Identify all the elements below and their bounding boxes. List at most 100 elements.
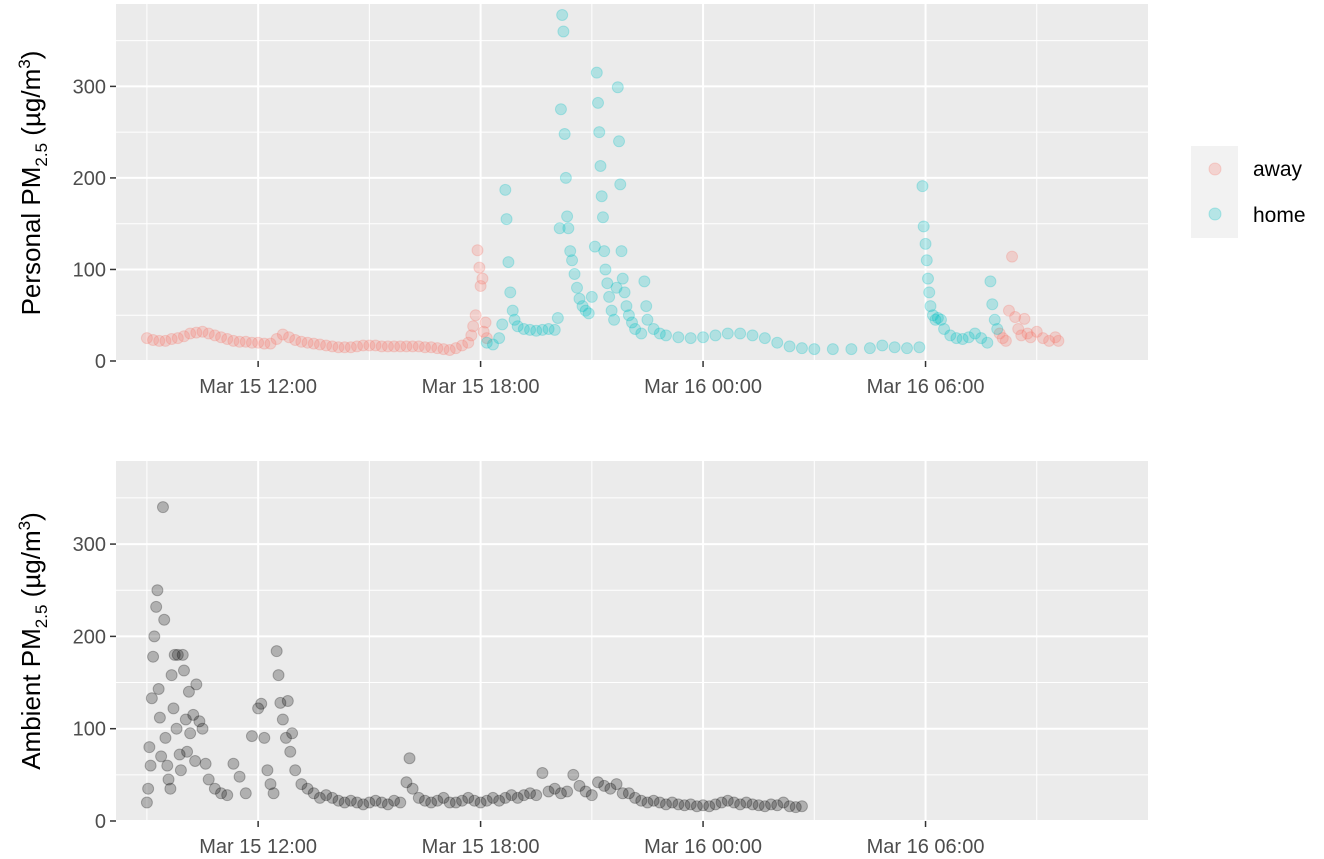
legend-key-home-point <box>1208 207 1222 221</box>
personal-point-away <box>1030 325 1043 338</box>
personal-point-away <box>147 333 160 346</box>
ambient-point-ambient <box>721 794 734 807</box>
ambient-point-ambient <box>462 791 475 804</box>
personal-point-away <box>449 342 462 355</box>
personal-point-home <box>601 277 614 290</box>
personal-point-home <box>599 263 612 276</box>
personal-y-tick-label: 200 <box>73 168 106 190</box>
personal-point-home <box>566 254 579 267</box>
personal-point-home <box>629 322 642 335</box>
personal-point-home <box>647 322 660 335</box>
personal-point-home <box>613 135 626 148</box>
personal-point-home <box>758 332 771 345</box>
ambient-point-ambient <box>629 791 642 804</box>
personal-point-away <box>215 331 228 344</box>
personal-point-away <box>1049 331 1062 344</box>
personal-point-home <box>888 341 901 354</box>
personal-point-home <box>524 323 537 336</box>
personal-point-away <box>320 339 333 352</box>
ambient-point-ambient <box>783 800 796 813</box>
personal-point-home <box>620 300 633 313</box>
ambient-point-ambient <box>307 787 320 800</box>
personal-point-home <box>975 332 988 345</box>
personal-point-away <box>406 340 419 353</box>
ambient-point-ambient <box>678 799 691 812</box>
personal-point-home <box>611 81 624 94</box>
ambient-point-ambient <box>703 800 716 813</box>
ambient-point-ambient <box>272 669 285 682</box>
ambient-point-ambient <box>604 782 617 795</box>
ambient-x-axis: Mar 15 12:00 Mar 15 18:00 Mar 16 00:00 Mar … <box>199 821 984 858</box>
ambient-y-title-superscript: 3 <box>15 521 34 530</box>
personal-point-away <box>1052 334 1065 347</box>
ambient-point-ambient <box>369 794 382 807</box>
legend-label-away: away <box>1253 158 1303 181</box>
ambient-point-ambient <box>221 789 234 802</box>
ambient-point-ambient <box>666 796 679 809</box>
ambient-point-ambient <box>179 713 192 726</box>
personal-point-home <box>590 66 603 79</box>
ambient-point-ambient <box>567 768 580 781</box>
personal-point-home <box>542 322 555 335</box>
personal-point-away <box>477 325 490 338</box>
personal-x-tick-label: Mar 15 18:00 <box>422 376 540 398</box>
personal-point-away <box>289 333 302 346</box>
personal-point-home <box>721 327 734 340</box>
ambient-point-ambient <box>400 776 413 789</box>
personal-point-home <box>991 322 1004 335</box>
ambient-point-ambient <box>159 731 172 744</box>
personal-point-home <box>496 318 509 331</box>
personal-point-home <box>593 126 606 139</box>
ambient-point-ambient <box>320 789 333 802</box>
personal-x-axis: Mar 15 12:00 Mar 15 18:00 Mar 16 00:00 Mar … <box>199 361 984 398</box>
personal-y-tick-label: 300 <box>73 76 106 98</box>
personal-point-home <box>808 343 821 356</box>
personal-point-home <box>576 300 589 313</box>
personal-point-home <box>944 329 957 342</box>
ambient-point-ambient <box>616 787 629 800</box>
ambient-point-ambient <box>394 796 407 809</box>
ambient-y-title-unit-open: (µg/m <box>16 530 46 604</box>
ambient-y-title-unit-close: ) <box>16 512 46 521</box>
ambient-point-ambient <box>189 755 202 767</box>
ambient-point-ambient <box>199 757 212 770</box>
ambient-x-tick-label: Mar 16 00:00 <box>644 836 762 858</box>
personal-point-away <box>190 326 203 339</box>
ambient-plot-background <box>116 461 1148 821</box>
personal-point-away <box>140 332 153 345</box>
personal-major-gridlines <box>116 4 1148 362</box>
personal-point-home <box>900 342 913 355</box>
ambient-point-ambient <box>530 789 543 802</box>
personal-point-away <box>344 341 357 354</box>
ambient-point-ambient <box>193 715 206 728</box>
ambient-y-tick-label: 200 <box>73 626 106 648</box>
ambient-point-ambient <box>177 664 190 677</box>
ambient-point-ambient <box>164 782 177 795</box>
personal-point-home <box>876 339 889 352</box>
ambient-point-ambient <box>431 794 444 807</box>
personal-point-home <box>608 313 621 326</box>
personal-point-away <box>381 340 394 353</box>
legend-key-away-point <box>1208 162 1222 176</box>
personal-point-away <box>233 335 246 348</box>
ambient-point-ambient <box>233 770 246 783</box>
personal-point-away <box>465 329 478 342</box>
personal-point-home <box>582 307 595 320</box>
ambient-point-ambient <box>245 730 258 743</box>
ambient-point-ambient <box>187 708 200 721</box>
personal-point-home <box>783 340 796 353</box>
personal-point-home <box>585 290 598 303</box>
personal-y-title-superscript: 3 <box>15 59 34 68</box>
personal-point-home <box>956 333 969 346</box>
ambient-point-ambient <box>425 796 438 809</box>
ambient-point-ambient <box>456 794 469 807</box>
personal-point-away <box>1015 329 1028 342</box>
personal-y-title-prefix: Personal PM <box>16 167 46 316</box>
ambient-point-ambient <box>381 798 394 811</box>
ambient-point-ambient <box>740 796 753 809</box>
ambient-point-ambient <box>765 798 778 811</box>
ambient-point-ambient <box>554 787 567 800</box>
ambient-point-ambient <box>158 613 171 626</box>
personal-point-away <box>332 341 345 354</box>
